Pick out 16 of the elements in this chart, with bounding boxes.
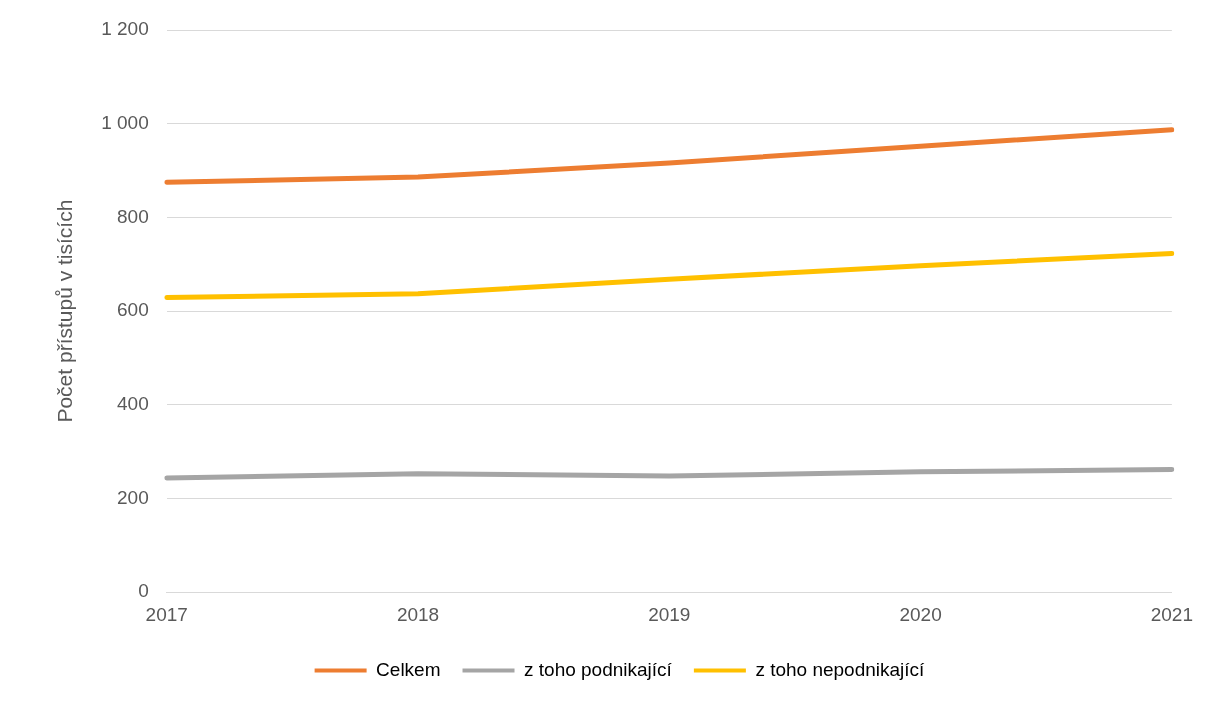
legend-label: z toho nepodnikající	[755, 658, 926, 680]
y-tick-label: 1 000	[101, 111, 149, 133]
y-tick-label: 200	[117, 486, 149, 508]
y-tick-label: 600	[117, 299, 149, 321]
y-tick-label: 400	[117, 393, 149, 415]
x-tick-label: 2021	[1150, 603, 1194, 625]
y-tick-label: 1 200	[101, 18, 149, 40]
y-axis-title: Počet přístupů v tisících	[53, 199, 77, 423]
x-tick-label: 2017	[145, 603, 188, 625]
x-tick-label: 2019	[648, 603, 691, 625]
y-tick-label: 800	[117, 205, 149, 227]
x-tick-label: 2020	[899, 603, 942, 625]
x-tick-label: 2018	[396, 603, 440, 625]
y-tick-label: 0	[138, 580, 149, 602]
legend-label: z toho podnikající	[524, 658, 673, 680]
legend-label: Celkem	[376, 658, 441, 680]
